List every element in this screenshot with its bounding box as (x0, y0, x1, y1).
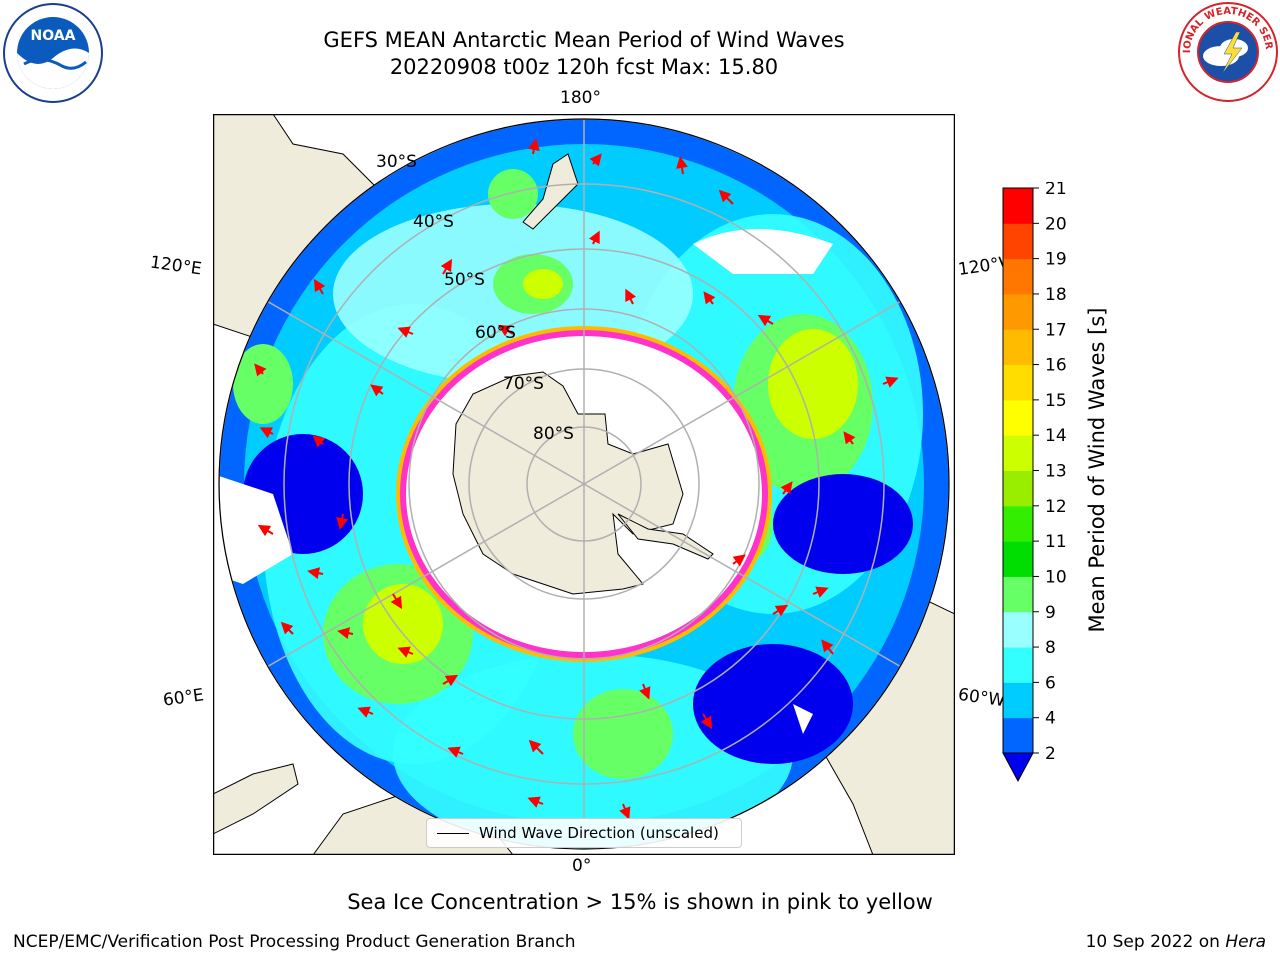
legend-line-swatch (437, 832, 469, 834)
colorbar-segment (1003, 647, 1033, 683)
colorbar-segment (1003, 399, 1033, 436)
colorbar-tick-label: 16 (1045, 356, 1067, 376)
colorbar-tick-label: 15 (1045, 391, 1067, 411)
noaa-logo: NOAA (3, 3, 103, 103)
arrow (370, 384, 384, 397)
arrow (440, 258, 453, 275)
legend-label: Wind Wave Direction (unscaled) (479, 824, 719, 842)
arrow (259, 427, 274, 439)
colorbar-tick-label: 6 (1045, 673, 1056, 693)
arrow (625, 288, 637, 305)
arrow (312, 435, 326, 448)
arrow (280, 621, 294, 635)
arrow (843, 431, 856, 445)
colorbar-tick-label: 2 (1045, 744, 1056, 764)
colorbar-tick-label: 17 (1045, 320, 1067, 340)
arrow (497, 324, 514, 337)
map-legend: Wind Wave Direction (unscaled) (426, 818, 742, 848)
arrow (676, 156, 688, 175)
colorbar-tick-label: 12 (1045, 497, 1067, 517)
arrow (700, 713, 713, 730)
colorbar-segment (1003, 435, 1033, 471)
arrow (527, 138, 540, 155)
arrow (336, 513, 349, 530)
arrow (757, 314, 774, 327)
colorbar-tick-label: 8 (1045, 638, 1056, 658)
arrow (313, 278, 326, 295)
sea-ice-note: Sea Ice Concentration > 15% is shown in … (347, 890, 933, 914)
arrow (588, 230, 600, 245)
polar-stereographic-map (213, 114, 955, 855)
colorbar-segment (1003, 505, 1033, 542)
lon-label-0: 0° (572, 856, 592, 876)
arrow (442, 674, 459, 687)
colorbar-segment (1003, 188, 1033, 224)
colorbar-segment (1003, 293, 1033, 330)
arrow (257, 524, 274, 537)
arrow (772, 604, 789, 617)
colorbar-segment (1003, 541, 1033, 577)
colorbar-tick-label: 13 (1045, 462, 1067, 482)
arrow (447, 746, 464, 758)
colorbar-segment (1003, 223, 1033, 260)
arrow (527, 796, 544, 808)
arrow (390, 593, 403, 610)
colorbar-tick-label: 18 (1045, 285, 1067, 305)
lat-label-60s: 60°S (475, 323, 516, 343)
arrow (780, 481, 793, 495)
nws-logo: NATIONAL WEATHER SERVICE (1176, 0, 1278, 102)
colorbar-extend-triangle (1002, 752, 1034, 783)
arrow (397, 646, 414, 658)
colorbar-tick-label: 19 (1045, 250, 1067, 270)
arrow (307, 567, 324, 580)
chart-subtitle: 20220908 t00z 120h fcst Max: 15.80 (389, 55, 779, 79)
footer-credit: NCEP/EMC/Verification Post Processing Pr… (13, 932, 576, 952)
arrow (397, 326, 414, 338)
lat-label-50s: 50°S (444, 270, 485, 290)
colorbar-tick-label: 4 (1045, 709, 1056, 729)
arrow (337, 627, 354, 640)
colorbar-segment (1003, 611, 1033, 648)
arrow (703, 291, 716, 305)
lat-label-30s: 30°S (376, 152, 417, 172)
colorbar-tick-label: 14 (1045, 426, 1067, 446)
arrow (882, 376, 899, 388)
footer-date: 10 Sep 2022 on Hera (1086, 932, 1266, 952)
arrow (589, 153, 602, 167)
colorbar-segment (1003, 717, 1033, 754)
colorbar-segment (1003, 258, 1033, 295)
footer-machine: Hera (1225, 932, 1266, 952)
colorbar-segment (1003, 470, 1033, 507)
lat-label-80s: 80°S (533, 424, 574, 444)
arrow (357, 706, 374, 718)
lon-label-60e: 60°E (161, 685, 206, 711)
lon-label-120e: 120°E (148, 252, 203, 280)
arrow (812, 586, 829, 598)
wind-wave-arrows (254, 138, 899, 820)
colorbar-segment (1003, 576, 1033, 613)
arrow (718, 189, 734, 205)
colorbar-label: Mean Period of Wind Waves [s] (1085, 307, 1109, 633)
lat-label-40s: 40°S (413, 212, 454, 232)
colorbar-segment (1003, 329, 1033, 366)
arrow (639, 683, 651, 700)
colorbar-segment (1003, 364, 1033, 401)
colorbar-tick-label: 9 (1045, 603, 1056, 623)
arrow (821, 639, 834, 655)
colorbar-tick-label: 11 (1045, 532, 1067, 552)
arrow (254, 363, 267, 377)
colorbar-tick-label: 10 (1045, 567, 1067, 587)
svg-text:NOAA: NOAA (31, 28, 76, 44)
arrow (528, 739, 544, 755)
chart-title: GEFS MEAN Antarctic Mean Period of Wind … (323, 28, 845, 52)
colorbar-tick-label: 21 (1045, 182, 1067, 199)
colorbar-tick-label: 20 (1045, 214, 1067, 234)
arrow (619, 803, 631, 820)
footer-date-text: 10 Sep 2022 on (1085, 932, 1220, 952)
lat-label-70s: 70°S (503, 374, 544, 394)
arrow (732, 554, 746, 567)
colorbar: 2 4 6 8 9 10 11 12 13 14 15 16 17 18 19 20 21 (1002, 182, 1067, 783)
colorbar-segment (1003, 682, 1033, 719)
lon-label-180: 180° (560, 88, 601, 108)
